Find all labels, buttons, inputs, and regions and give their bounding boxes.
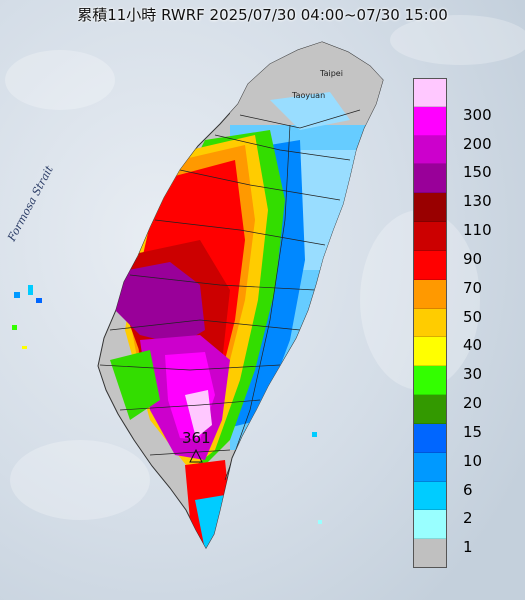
legend-label: 1: [463, 538, 473, 557]
offshore-echoes: [12, 285, 322, 524]
legend-label: 90: [463, 249, 483, 268]
legend-swatch: [413, 78, 447, 107]
legend-label: 20: [463, 394, 483, 413]
legend-swatch: [413, 539, 447, 568]
legend-label: 110: [463, 221, 492, 240]
legend-swatch: [413, 193, 447, 223]
legend-swatch: [413, 250, 447, 280]
legend-swatch: [413, 481, 447, 511]
max-rainfall-marker: [189, 448, 203, 463]
legend-swatch: [413, 510, 447, 540]
legend-swatch: [413, 366, 447, 396]
legend-swatch: [413, 452, 447, 482]
legend-label: 30: [463, 365, 483, 384]
legend-label: 130: [463, 192, 492, 211]
legend-swatch: [413, 135, 447, 165]
legend-swatch: [413, 423, 447, 453]
taipei-label: Taipei: [319, 69, 343, 78]
legend-label: 10: [463, 451, 483, 470]
color-legend: 300 200 150 130 110 90 70 50 40 30 20 15 10 6 2 1: [413, 78, 505, 570]
legend-swatch: [413, 337, 447, 367]
legend-label: 70: [463, 278, 483, 297]
legend-label: 150: [463, 163, 492, 182]
legend-swatch: [413, 106, 447, 136]
legend-label: 300: [463, 105, 492, 124]
legend-label: 200: [463, 134, 492, 153]
legend-label: 2: [463, 509, 473, 528]
legend-swatch: [413, 164, 447, 194]
legend-label: 15: [463, 422, 483, 441]
legend-label: 40: [463, 336, 483, 355]
legend-swatch: [413, 395, 447, 424]
max-rainfall-label: 361: [182, 429, 211, 447]
taoyuan-label: Taoyuan: [291, 91, 325, 100]
legend-swatch: [413, 308, 447, 338]
map-title: 累積11小時 RWRF 2025/07/30 04:00~07/30 15:00: [77, 6, 448, 24]
legend-swatch: [413, 222, 447, 251]
legend-label: 50: [463, 307, 483, 326]
county-boundaries: [99, 109, 361, 481]
legend-swatch: [413, 279, 447, 309]
legend-label: 6: [463, 480, 473, 499]
